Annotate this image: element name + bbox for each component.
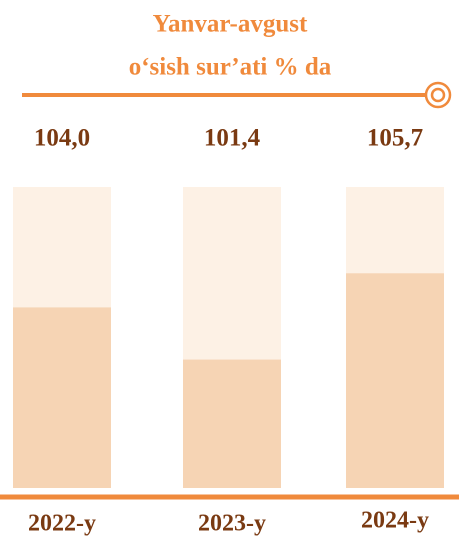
bar <box>346 273 444 488</box>
value-label: 104,0 <box>34 125 90 152</box>
x-tick-label: 2022-y <box>28 511 96 537</box>
x-tick-label: 2024-y <box>361 508 429 534</box>
bar <box>183 359 281 488</box>
x-tick-label: 2023-y <box>198 511 266 537</box>
chart-title: Yanvar-avgust <box>153 11 308 38</box>
value-label: 105,7 <box>367 125 423 152</box>
bar <box>13 307 111 488</box>
header-rule-end-inner <box>430 87 446 103</box>
chart-subtitle: o‘sish sur’ati % da <box>129 54 332 81</box>
value-label: 101,4 <box>204 125 261 152</box>
header-rule-end <box>424 81 452 109</box>
